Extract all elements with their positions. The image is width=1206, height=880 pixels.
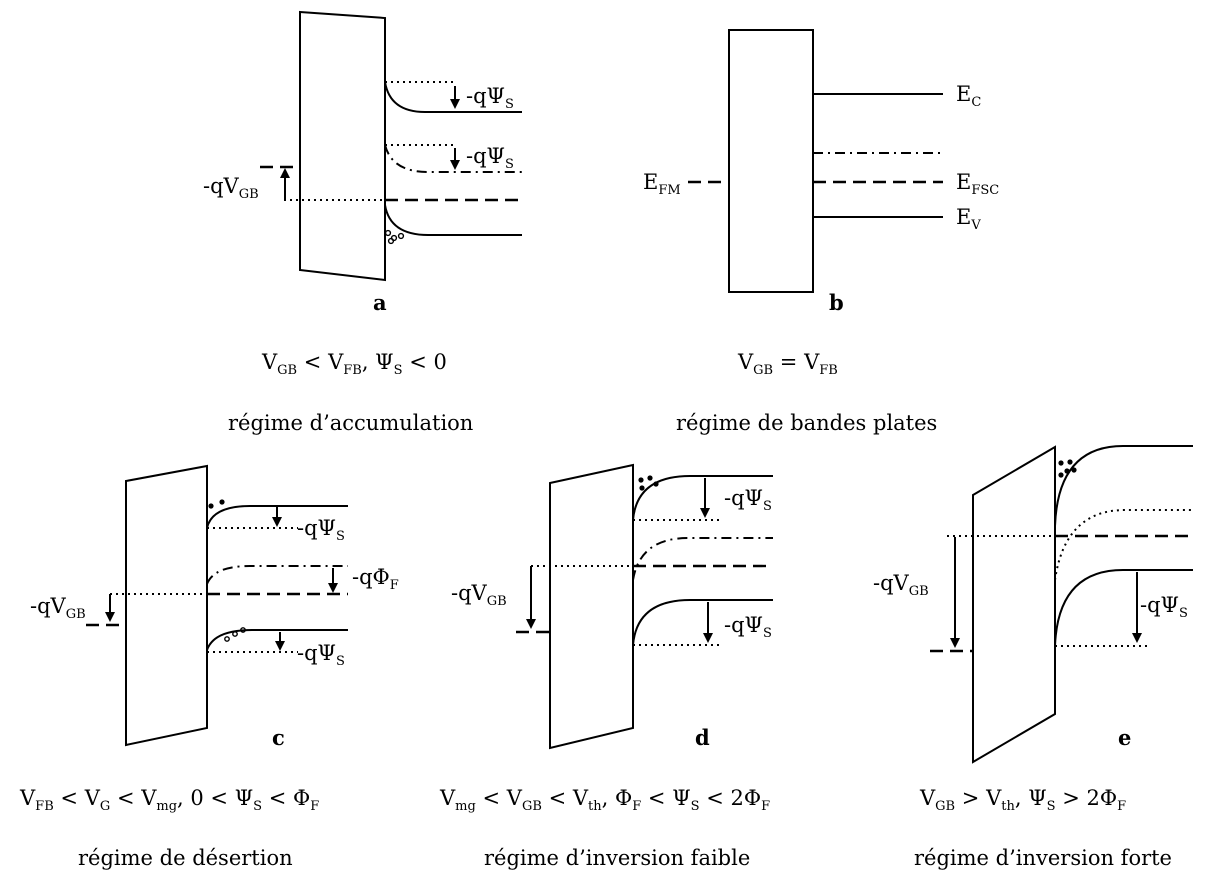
- regime-label: régime de bandes plates: [676, 411, 937, 435]
- psi-label: -qΨS: [1140, 593, 1188, 621]
- regime-label: régime d’accumulation: [228, 411, 473, 435]
- regime-label: régime d’inversion faible: [484, 846, 750, 870]
- valence-band: [206, 629, 348, 651]
- oxide-layer: [299, 10, 386, 282]
- valence-band: [632, 599, 773, 646]
- conduction-band: [206, 505, 348, 529]
- oxide-layer: [728, 29, 814, 293]
- efsc-label: EFSC: [956, 170, 999, 198]
- condition: VGB < VFB, ΨS < 0: [261, 350, 447, 378]
- electron-carriers: [208, 499, 225, 509]
- intrinsic-level: [384, 144, 522, 173]
- panel-b: EC EFSC EV EFM b VGB = VFB régime de ban…: [643, 29, 999, 435]
- hole-carriers: [224, 627, 246, 642]
- intrinsic-level: [206, 565, 348, 585]
- panel-c: -qΨS -qΦF -qVGB -qΨS c VFB < VG < Vmg, 0…: [19, 464, 399, 870]
- vgb-label: -qVGB: [30, 594, 86, 622]
- oxide-layer: [972, 445, 1056, 764]
- intrinsic-level: [632, 537, 773, 581]
- phi-label: -qΦF: [352, 565, 399, 593]
- vgb-label: -qVGB: [203, 174, 259, 202]
- oxide-layer: [125, 464, 208, 747]
- panel-letter: d: [695, 725, 710, 750]
- condition: Vmg < VGB < Vth, ΦF < ΨS < 2ΦF: [439, 786, 770, 814]
- panel-a: -qΨS -qΨS -qVGB a VGB < VFB, ΨS < 0 régi…: [203, 10, 522, 435]
- panel-letter: a: [373, 290, 387, 315]
- valence-band: [384, 204, 522, 236]
- electron-carriers: [638, 475, 659, 491]
- psi-bottom-label: -qΨS: [724, 613, 772, 641]
- panel-letter: b: [829, 290, 844, 315]
- conduction-band: [632, 475, 773, 521]
- valence-band: [1054, 569, 1193, 647]
- psi-mid-label: -qΨS: [466, 144, 514, 172]
- ec-label: EC: [956, 82, 981, 110]
- psi-bottom-label: -qΨS: [297, 641, 345, 669]
- panel-letter: c: [272, 725, 285, 750]
- panel-letter: e: [1118, 725, 1131, 750]
- vgb-label: -qVGB: [451, 581, 507, 609]
- vgb-label: -qVGB: [873, 571, 929, 599]
- condition: VGB > Vth, ΨS > 2ΦF: [919, 786, 1126, 814]
- psi-top-label: -qΨS: [466, 84, 514, 112]
- panel-d: -qΨS -qVGB -qΨS d Vmg < VGB < Vth, ΦF < …: [439, 463, 773, 870]
- conduction-band: [384, 81, 522, 113]
- electron-carriers: [1058, 459, 1077, 478]
- hole-carriers: [384, 229, 405, 245]
- condition: VFB < VG < Vmg, 0 < ΨS < ΦF: [19, 786, 319, 814]
- ev-label: EV: [956, 205, 981, 233]
- conduction-band: [1054, 445, 1193, 527]
- regime-label: régime de désertion: [78, 846, 293, 870]
- condition: VGB = VFB: [737, 350, 838, 378]
- panel-e: -qVGB -qΨS e VGB > Vth, ΨS > 2ΦF régime …: [873, 445, 1193, 870]
- oxide-layer: [549, 463, 634, 750]
- psi-top-label: -qΨS: [724, 486, 772, 514]
- efm-label: EFM: [643, 170, 681, 198]
- regime-label: régime d’inversion forte: [914, 846, 1172, 870]
- psi-top-label: -qΨS: [297, 516, 345, 544]
